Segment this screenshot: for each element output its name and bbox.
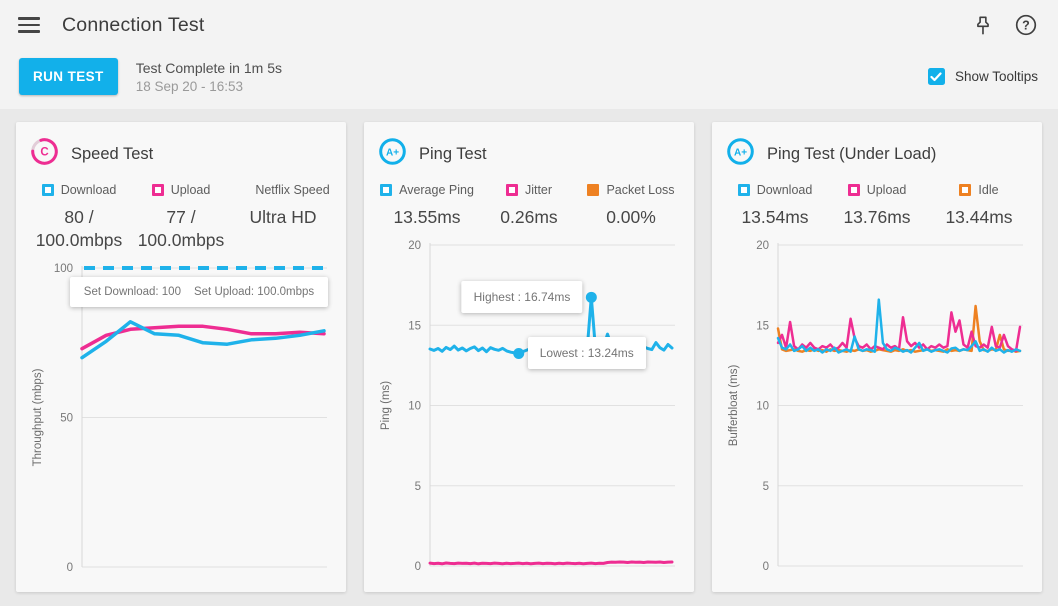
legend-download: Download 80 /100.0mbps <box>35 183 123 250</box>
svg-text:10: 10 <box>408 400 421 412</box>
legend-netflix-speed: Netflix Speed Ultra HD <box>249 183 330 227</box>
svg-text:?: ? <box>1022 18 1030 32</box>
test-timestamp: 18 Sep 20 - 16:53 <box>135 78 244 94</box>
svg-text:A+: A+ <box>734 148 747 159</box>
svg-text:Throughput (mbps): Throughput (mbps) <box>32 368 44 466</box>
svg-text:50: 50 <box>60 412 73 424</box>
legend-upload: Upload 77 /100.0mbps <box>137 183 225 250</box>
pin-icon[interactable] <box>971 14 994 37</box>
download-swatch-icon <box>737 184 750 196</box>
legend-download: Download 13.54ms <box>724 183 826 229</box>
menu-icon[interactable] <box>18 17 40 33</box>
svg-text:20: 20 <box>756 240 769 252</box>
page-title: Connection Test <box>62 13 205 36</box>
svg-text:A+: A+ <box>386 148 399 159</box>
upload-swatch-icon <box>151 184 164 196</box>
grade-badge: A+ <box>726 137 755 171</box>
legend: Download 13.54ms Upload 13.76ms Idle 13.… <box>724 183 1030 229</box>
test-status: Test Complete in 1m 5s 18 Sep 20 - 16:53 <box>136 60 282 94</box>
legend-packet-loss: Packet Loss 0.00% <box>580 183 682 229</box>
legend: Download 80 /100.0mbps Upload 77 /100.0m… <box>28 183 334 252</box>
jitter-swatch-icon <box>505 184 518 196</box>
cards-row: C Speed Test Download 80 /100.0mbps Uplo… <box>0 109 1058 592</box>
svg-text:Ping (ms): Ping (ms) <box>380 380 392 429</box>
svg-text:20: 20 <box>408 240 421 252</box>
svg-text:Bufferbloat (ms): Bufferbloat (ms) <box>728 364 740 446</box>
checkbox-checked-icon[interactable] <box>927 68 945 85</box>
download-swatch-icon <box>41 184 54 196</box>
card-title: Ping Test (Under Load) <box>767 144 937 163</box>
legend: Average Ping 13.55ms Jitter 0.26ms Packe… <box>376 183 682 229</box>
speed-test-card: C Speed Test Download 80 /100.0mbps Uplo… <box>16 122 346 592</box>
grade-badge: A+ <box>378 137 407 171</box>
legend-upload: Upload 13.76ms <box>843 183 911 227</box>
legend-jitter: Jitter 0.26ms <box>500 183 558 227</box>
svg-text:5: 5 <box>763 481 769 493</box>
idle-swatch-icon <box>959 184 972 196</box>
legend-average-ping: Average Ping 13.55ms <box>376 183 478 229</box>
card-title: Ping Test <box>419 144 487 163</box>
ping-test-card: A+ Ping Test Average Ping 13.55ms Jitter… <box>364 122 694 592</box>
svg-text:5: 5 <box>415 481 421 493</box>
test-status-text: Test Complete in 1m 5s <box>135 59 282 76</box>
packet-loss-swatch-icon <box>587 184 600 196</box>
svg-text:10: 10 <box>756 400 769 412</box>
grade-badge: C <box>30 137 59 171</box>
svg-text:15: 15 <box>408 320 421 332</box>
run-test-button[interactable]: RUN TEST <box>19 58 118 95</box>
upload-swatch-icon <box>847 184 860 196</box>
svg-text:0: 0 <box>415 561 421 573</box>
speed-test-chart[interactable]: 0 50 100 Throughput (mbps) Set Download: 100… <box>28 258 334 583</box>
svg-text:0: 0 <box>67 562 73 574</box>
card-title: Speed Test <box>71 144 154 163</box>
chart-canvas: 0 50 100 Throughput (mbps) <box>32 263 327 574</box>
show-tooltips-toggle[interactable]: Show Tooltips <box>927 68 1038 85</box>
average-ping-swatch-icon <box>380 184 393 196</box>
svg-text:15: 15 <box>756 320 769 332</box>
app-bar: Connection Test ? <box>0 0 1058 50</box>
ping-under-load-chart[interactable]: 0 5 10 15 20 Bufferbloat (ms) <box>724 235 1030 582</box>
ping-under-load-card: A+ Ping Test (Under Load) Download 13.54… <box>712 122 1042 592</box>
help-icon[interactable]: ? <box>1014 13 1038 37</box>
svg-text:0: 0 <box>763 561 769 573</box>
legend-idle: Idle 13.44ms <box>945 183 1013 227</box>
chart-canvas: 0 5 10 15 20 Ping (ms) <box>380 240 675 573</box>
top-section: Connection Test ? RUN TEST Test Complete… <box>0 0 1058 109</box>
chart-canvas: 0 5 10 15 20 Bufferbloat (ms) <box>728 240 1023 573</box>
svg-text:C: C <box>40 147 48 159</box>
ping-test-chart[interactable]: 0 5 10 15 20 Ping (ms) Highest : 16.74ms Lowest… <box>376 235 682 582</box>
show-tooltips-label: Show Tooltips <box>954 69 1038 84</box>
svg-text:100: 100 <box>54 263 73 275</box>
toolbar: RUN TEST Test Complete in 1m 5s 18 Sep 2… <box>0 50 1058 95</box>
